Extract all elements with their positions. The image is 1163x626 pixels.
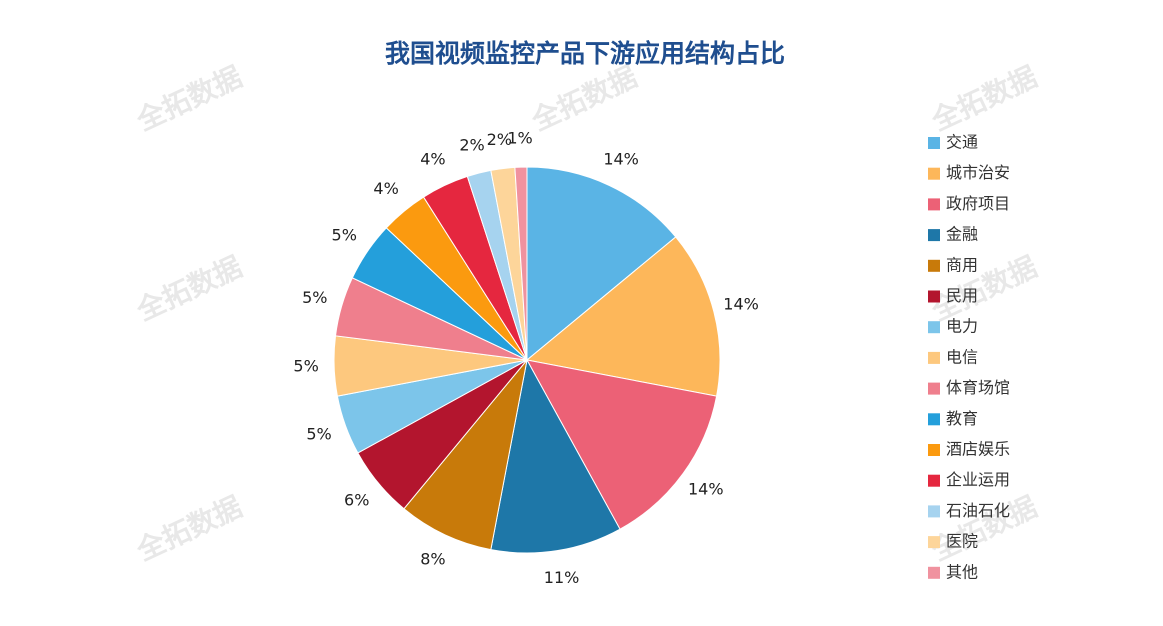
chart-title: 我国视频监控产品下游应用结构占比 [385,39,785,68]
data-label: 2% [459,135,484,154]
data-label: 11% [544,568,580,587]
data-label: 14% [603,150,639,169]
legend-swatch [928,321,940,334]
pie-slice [526,166,677,362]
legend-swatch [928,566,940,579]
data-label: 5% [302,288,327,307]
watermark: 全拓数据 [526,60,642,138]
legend-label: 石油石化 [946,501,1010,520]
legend-swatch [928,167,940,180]
legend-swatch [928,259,940,272]
data-label: 5% [332,225,357,244]
pie-slice [514,166,528,361]
data-label: 1% [507,129,532,148]
legend-swatch [928,229,940,242]
legend-label: 商用 [946,255,978,274]
legend-swatch [928,536,940,549]
pie-slice [403,359,528,551]
legend-swatch [928,198,940,211]
data-label: 8% [420,549,445,568]
legend-label: 城市治安 [946,163,1010,182]
watermark: 全拓数据 [131,60,247,138]
legend-swatch [928,444,940,456]
legend-swatch [928,474,940,487]
legend-swatch [928,290,940,303]
legend-label: 医院 [946,532,978,551]
legend-label: 体育场馆 [946,378,1010,397]
legend-label: 金融 [946,225,978,244]
watermark: 全拓数据 [926,250,1042,328]
data-label: 5% [293,356,318,375]
legend-swatch [928,351,940,364]
pie-slice [525,236,721,397]
legend-swatch [928,382,940,395]
data-label: 5% [306,424,331,443]
legend-swatch [928,137,940,149]
legend-label: 政府项目 [946,194,1010,213]
legend-label: 企业运用 [946,470,1010,489]
legend-label: 交通 [946,133,978,152]
data-label: 4% [420,150,445,169]
legend-label: 酒店娱乐 [946,440,1010,459]
legend-label: 教育 [946,409,978,428]
watermark: 全拓数据 [131,250,247,328]
legend-swatch [928,413,940,426]
watermark: 全拓数据 [926,60,1042,138]
pie-slice [526,359,718,530]
legend-label: 其他 [946,562,978,581]
data-label: 14% [688,479,724,498]
data-label: 6% [344,490,369,509]
data-label: 4% [373,179,398,198]
legend-label: 电信 [946,347,978,366]
legend-label: 电力 [946,317,978,336]
legend-label: 民用 [946,286,978,305]
legend-swatch [928,505,940,518]
pie-slice [490,358,621,554]
data-label: 2% [487,130,512,149]
watermark: 全拓数据 [131,490,247,568]
data-label: 14% [723,295,759,314]
